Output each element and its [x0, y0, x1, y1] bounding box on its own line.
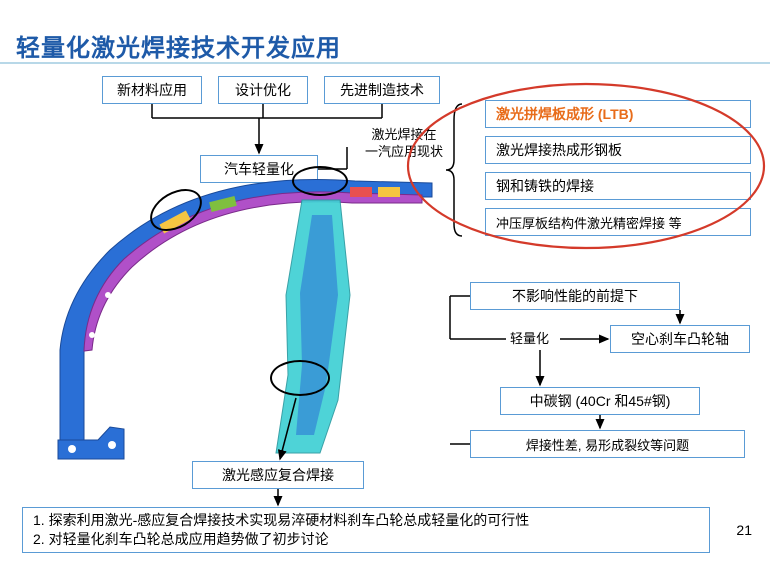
app-ltb: 激光拼焊板成形 (LTB) — [485, 100, 751, 128]
conclusions: 1. 探索利用激光-感应复合焊接技术实现易淬硬材料刹车凸轮总成轻量化的可行性 2… — [22, 507, 710, 553]
method-laser-induction: 激光感应复合焊接 — [192, 461, 364, 489]
title-underline — [0, 62, 770, 64]
box-design-opt: 设计优化 — [218, 76, 308, 104]
status-caption: 激光焊接在 一汽应用现状 — [349, 127, 459, 161]
box-adv-mfg: 先进制造技术 — [324, 76, 440, 104]
flow-lw-label: 轻量化 — [510, 331, 549, 348]
page-number: 21 — [736, 522, 752, 538]
flow-steel: 中碳钢 (40Cr 和45#钢) — [500, 387, 700, 415]
app-cast: 钢和铸铁的焊接 — [485, 172, 751, 200]
app-hotform: 激光焊接热成形钢板 — [485, 136, 751, 164]
box-new-materials: 新材料应用 — [102, 76, 202, 104]
app-precise: 冲压厚板结构件激光精密焊接 等 — [485, 208, 751, 236]
flow-premise: 不影响性能的前提下 — [470, 282, 680, 310]
b-pillar-illustration — [40, 175, 440, 465]
flow-issue: 焊接性差, 易形成裂纹等问题 — [470, 430, 745, 458]
flow-cam: 空心刹车凸轮轴 — [610, 325, 750, 353]
page-title: 轻量化激光焊接技术开发应用 — [16, 28, 341, 63]
